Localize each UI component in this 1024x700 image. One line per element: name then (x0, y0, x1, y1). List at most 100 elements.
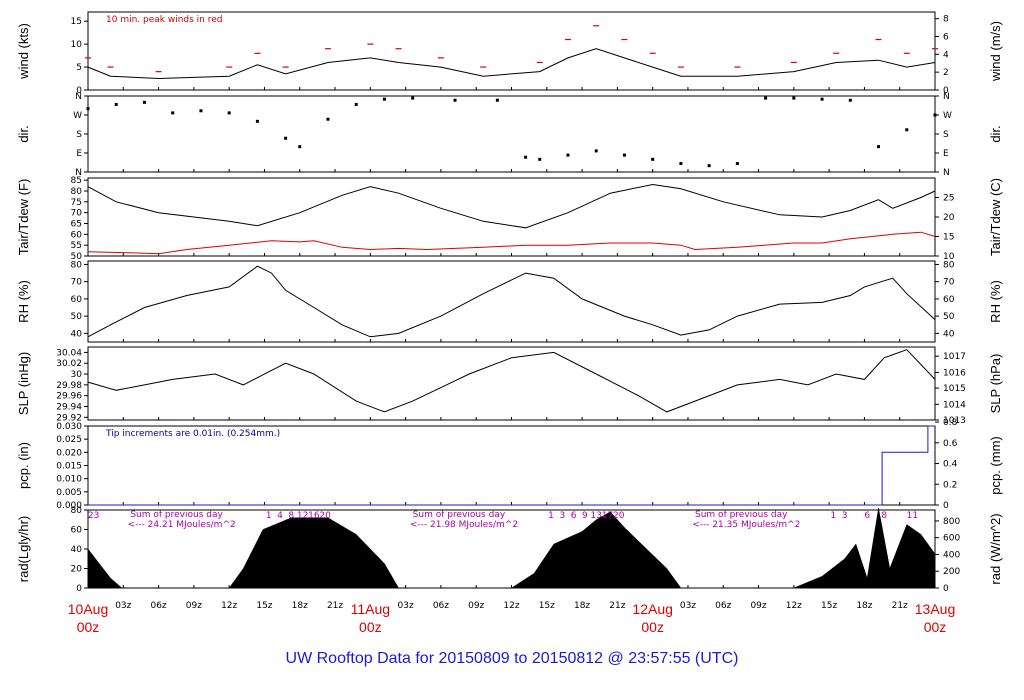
direction-point (764, 96, 768, 100)
right-tick-label: 8 (943, 15, 949, 25)
left-tick-label: 0.020 (56, 448, 82, 458)
left-tick-label: 0.005 (56, 488, 82, 498)
ylabel-right: RH (%) (988, 280, 1003, 323)
ylabel-right: dir. (988, 125, 1003, 142)
left-tick-label: 20 (71, 565, 83, 575)
right-tick-label: 1016 (943, 368, 966, 378)
direction-point (735, 162, 739, 166)
direction-point (848, 98, 852, 102)
direction-point (594, 149, 598, 153)
direction-point (354, 102, 358, 106)
day-label: 13Aug (915, 601, 955, 617)
direction-point (326, 117, 330, 121)
panel-annotation: Tip increments are 0.01in. (0.254mm.) (105, 429, 280, 439)
hour-label: 09z (750, 601, 766, 611)
radiation-note: Sum of previous day (413, 510, 506, 520)
hour-label: 03z (680, 601, 696, 611)
radiation-note: Sum of previous day (695, 510, 788, 520)
day-label: 11Aug (351, 601, 390, 617)
panel-frame-1 (87, 95, 936, 173)
right-tick-label: 400 (943, 550, 960, 560)
radiation-hour-tag: 1 (830, 511, 836, 521)
left-tick-label: 40 (71, 545, 83, 555)
left-tick-label: N (75, 168, 82, 178)
ylabel-right: wind (m/s) (988, 21, 1003, 82)
hour-label: 12z (221, 601, 237, 611)
left-tick-label: 29.98 (56, 381, 82, 391)
hour-label: 15z (256, 601, 272, 611)
ylabel-right: rad (W/m^2) (988, 513, 1003, 584)
left-tick-label: 55 (71, 241, 82, 251)
right-tick-label: 15 (943, 233, 954, 243)
left-tick-label: 29.92 (56, 413, 82, 423)
right-tick-label: 20 (943, 213, 955, 223)
series-line-tdew (87, 231, 936, 255)
left-tick-label: 50 (71, 312, 83, 322)
direction-point (820, 97, 824, 101)
hour-label: 09z (186, 601, 202, 611)
ylabel-left: pcp. (in) (16, 442, 31, 489)
right-tick-label: 800 (943, 517, 960, 527)
left-tick-label: N (75, 92, 82, 102)
day-hour-label: 00z (924, 619, 947, 635)
right-tick-label: 0 (943, 584, 949, 594)
radiation-hour-tag: 1 (266, 511, 272, 521)
right-tick-label: 0.8 (943, 418, 958, 428)
hour-label: 03z (398, 601, 414, 611)
left-tick-label: 85 (71, 176, 82, 186)
direction-point (114, 102, 118, 106)
direction-point (86, 107, 90, 111)
right-tick-label: E (943, 149, 949, 159)
radiation-hour-tag: 4 (277, 511, 283, 521)
series-line-rh (87, 265, 936, 338)
left-tick-label: 80 (71, 260, 83, 270)
left-tick-label: 70 (71, 278, 83, 288)
hour-label: 12z (503, 601, 519, 611)
hour-label: 09z (468, 601, 484, 611)
direction-point (199, 109, 203, 113)
radiation-note: <--- 21.98 MJoules/m^2 (410, 520, 518, 530)
radiation-hour-tag: 1 (548, 511, 554, 521)
left-tick-label: 29.94 (56, 402, 82, 412)
day-hour-label: 00z (641, 619, 664, 635)
left-tick-label: 80 (71, 506, 83, 516)
left-tick-label: 0 (76, 86, 82, 96)
right-tick-label: 1015 (943, 384, 966, 394)
radiation-hour-tag: 20 (319, 511, 331, 521)
left-tick-label: 0.025 (56, 435, 82, 445)
direction-point (877, 145, 881, 149)
ylabel-left: Tair/Tdew (F) (16, 179, 31, 256)
direction-point (255, 119, 259, 123)
direction-point (524, 155, 528, 159)
right-tick-label: 600 (943, 534, 960, 544)
direction-point (792, 96, 796, 100)
right-tick-label: N (943, 168, 950, 178)
radiation-area (87, 508, 936, 589)
radiation-note: Sum of previous day (130, 510, 223, 520)
series-line-tair (87, 183, 936, 229)
direction-point (538, 157, 542, 161)
direction-point (411, 96, 415, 100)
left-tick-label: W (73, 111, 82, 121)
radiation-note: <--- 21.35 MJoules/m^2 (692, 520, 800, 530)
left-tick-label: 30.02 (56, 359, 82, 369)
direction-point (382, 97, 386, 101)
left-tick-label: 70 (71, 209, 83, 219)
radiation-hour-tag: 11 (907, 511, 918, 521)
direction-point (298, 145, 302, 149)
left-tick-label: 0.015 (56, 462, 82, 472)
left-tick-label: 15 (71, 17, 82, 27)
right-tick-label: 0 (943, 86, 949, 96)
left-tick-label: 75 (71, 198, 82, 208)
hour-label: 21z (327, 601, 343, 611)
right-tick-label: 70 (943, 278, 955, 288)
left-tick-label: 60 (71, 526, 83, 536)
left-tick-label: 0 (76, 584, 82, 594)
hour-label: 18z (292, 601, 308, 611)
radiation-hour-tag: 6 (571, 511, 577, 521)
day-hour-label: 00z (359, 619, 382, 635)
day-label: 10Aug (68, 601, 108, 617)
direction-point (707, 164, 711, 168)
hour-label: 12z (786, 601, 802, 611)
